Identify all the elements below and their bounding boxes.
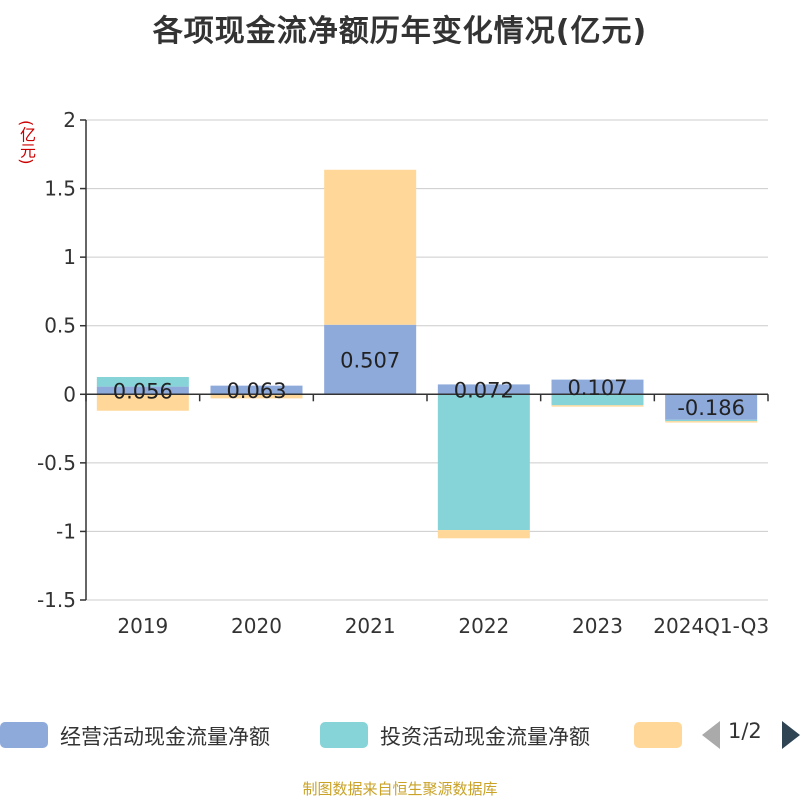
legend-swatch-investing [320,722,368,748]
chart-plot: 2 1.5 1 0.5 0 -0.5 -1 -1.5 2019 2020 2021 2022 2023 2… [37,108,769,638]
bar-series0-2023[interactable] [551,379,644,395]
bar-series0-2019[interactable] [96,386,189,395]
x-tick-label: 2020 [231,614,282,638]
bar-series1-2024Q1-Q3[interactable] [665,419,758,422]
x-tick-label: 2019 [117,614,168,638]
legend: 经营活动现金流量净额 投资活动现金流量净额 1/2 [0,715,800,755]
y-tick-label: 0.5 [44,314,76,338]
y-tick-label: 1 [63,245,76,269]
y-tick-label: -0.5 [37,451,76,475]
bar-series2-2022[interactable] [437,530,530,539]
legend-swatch-third [634,722,682,748]
bar-series0-2021[interactable] [324,324,417,395]
data-label: -0.186 [677,396,745,420]
y-tick-label: 0 [63,382,76,406]
y-tick-label: -1 [56,519,76,543]
x-tick-label: 2022 [458,614,509,638]
legend-prev-arrow-icon[interactable] [702,721,720,749]
data-label: 0.063 [226,379,286,403]
bar-series1-2022[interactable] [437,394,530,531]
data-label: 0.056 [113,379,173,403]
x-tick-label: 2024Q1-Q3 [653,614,769,638]
data-label: 0.072 [454,378,514,402]
bar-series0-2022[interactable] [437,384,530,395]
bar-series0-2020[interactable] [210,385,303,395]
bar-series2-2024Q1-Q3[interactable] [665,421,758,423]
data-label: 0.507 [340,349,400,373]
chart-title: 各项现金流净额历年变化情况(亿元) [152,14,648,49]
y-tick-label: 1.5 [44,177,76,201]
bar-series0-2024Q1-Q3[interactable] [665,394,758,420]
bar-series1-2019[interactable] [96,377,189,387]
legend-label-operating: 经营活动现金流量净额 [60,725,270,749]
bar-series1-2023[interactable] [551,394,644,406]
y-tick-label: 2 [63,108,76,132]
bar-series2-2020[interactable] [210,394,303,399]
legend-page-indicator: 1/2 [728,719,762,743]
legend-swatch-operating [0,722,48,748]
x-tick-label: 2021 [345,614,396,638]
bar-series2-2023[interactable] [551,405,644,407]
y-axis-unit-label: (亿元) [17,120,36,165]
legend-label-investing: 投资活动现金流量净额 [380,725,590,749]
x-tick-label: 2023 [572,614,623,638]
bar-series2-2019[interactable] [96,394,189,411]
data-label: 0.107 [567,376,627,400]
source-note: 制图数据来自恒生聚源数据库 [302,780,498,798]
bar-series2-2021[interactable] [324,169,417,325]
legend-next-arrow-icon[interactable] [782,721,800,749]
y-tick-label: -1.5 [37,588,76,612]
